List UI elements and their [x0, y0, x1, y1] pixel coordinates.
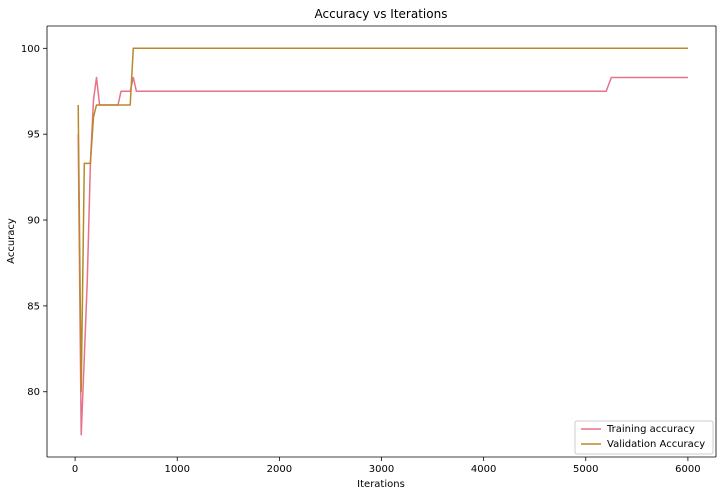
- x-tick-label: 1000: [164, 464, 189, 475]
- x-tick-label: 5000: [573, 464, 598, 475]
- y-tick-label: 100: [21, 44, 40, 55]
- y-tick-label: 85: [27, 301, 40, 312]
- chart-title: Accuracy vs Iterations: [315, 7, 448, 21]
- legend-label-training: Training accuracy: [606, 424, 695, 435]
- legend-label-validation: Validation Accuracy: [607, 439, 705, 450]
- x-tick-label: 0: [72, 464, 78, 475]
- x-tick-label: 6000: [675, 464, 700, 475]
- x-tick-label: 3000: [369, 464, 394, 475]
- y-tick-label: 80: [27, 387, 40, 398]
- y-axis-label: Accuracy: [6, 218, 17, 264]
- x-axis-label: Iterations: [357, 479, 405, 490]
- legend: Training accuracy Validation Accuracy: [575, 421, 713, 454]
- x-tick-label: 4000: [471, 464, 496, 475]
- x-tick-label: 2000: [267, 464, 292, 475]
- y-tick-label: 90: [27, 216, 40, 227]
- y-tick-label: 95: [27, 130, 40, 141]
